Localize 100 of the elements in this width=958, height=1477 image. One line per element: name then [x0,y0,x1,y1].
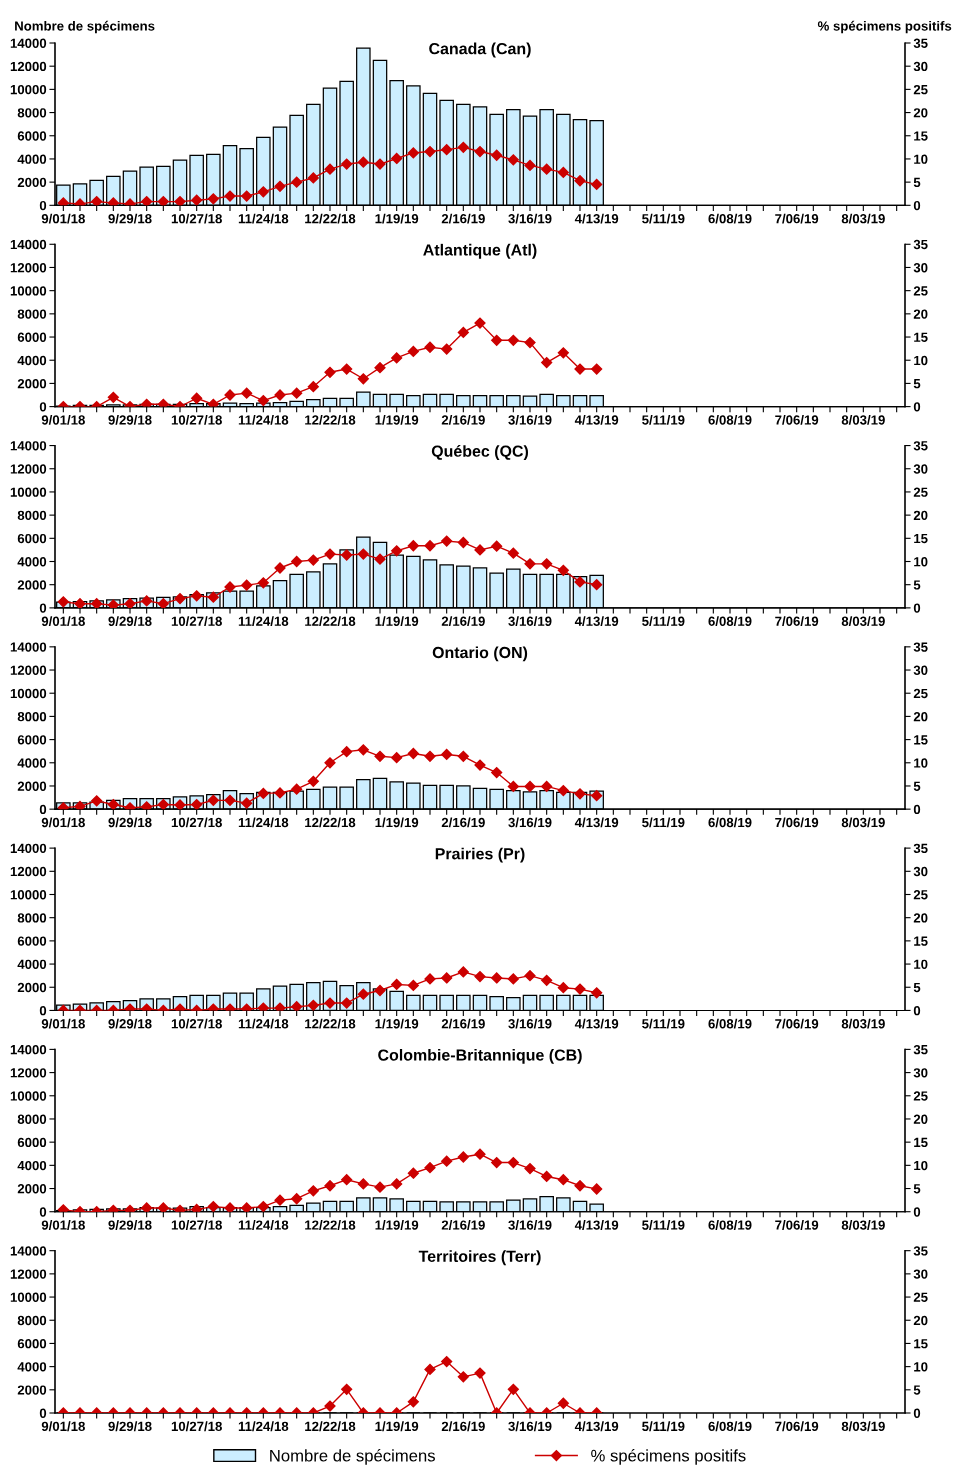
y2-tick-label: 35 [913,38,928,48]
x-tick-label: 9/29/18 [108,1220,152,1230]
legend-label: % spécimens positifs [591,1449,746,1465]
y-tick-label: 6000 [17,533,47,544]
y-tick-label: 14000 [10,642,47,652]
y2-tick-label: 0 [913,603,921,613]
x-tick-label: 11/24/18 [238,213,289,224]
y-tick-label: 4000 [17,355,47,366]
y-tick-label: 2000 [17,378,47,389]
x-tick-label: 11/24/18 [238,616,289,627]
x-tick-label: 11/24/18 [238,817,289,828]
x-tick-label: 12/22/18 [305,1018,356,1029]
y-tick-label: 0 [39,200,47,211]
x-tick-label: 1/19/19 [375,1220,419,1230]
chart-title: Colombie-Britannique (CB) [378,1048,582,1064]
y2-tick-label: 20 [913,913,928,923]
y-tick-label: 6000 [17,1137,47,1148]
y2-axis-title: % spécimens positifs [817,20,952,34]
x-tick-label: 7/06/19 [775,1018,819,1029]
x-tick-label: 9/29/18 [108,213,152,224]
x-tick-label: 9/01/18 [41,616,85,627]
y-tick-label: 10000 [10,84,47,95]
x-tick-label: 11/24/18 [238,1421,289,1432]
x-tick-label: 5/11/19 [642,817,685,828]
x-tick-label: 1/19/19 [375,213,419,224]
y2-tick-label: 20 [913,510,928,521]
y-tick-label: 12000 [10,665,47,675]
y2-tick-label: 30 [913,665,928,675]
y-tick-label: 12000 [10,464,47,474]
x-tick-label: 8/03/19 [841,213,885,224]
y2-tick-label: 5 [913,982,921,993]
y-tick-label: 10000 [10,286,47,296]
y2-tick-label: 0 [913,1408,921,1418]
x-tick-label: 2/16/19 [441,1018,485,1029]
x-tick-label: 9/01/18 [41,414,85,425]
y-tick-label: 12000 [10,866,47,877]
x-tick-label: 3/16/19 [508,1018,552,1029]
y2-tick-label: 10 [914,1362,928,1372]
y-tick-label: 12000 [10,1068,47,1078]
x-tick-label: 6/08/19 [708,1421,752,1432]
y2-tick-label: 10 [914,1160,928,1171]
y2-tick-label: 20 [913,1114,928,1124]
y2-tick-label: 20 [913,1315,928,1326]
y-tick-label: 12000 [10,1269,47,1279]
y-tick-label: 2000 [17,1184,47,1194]
x-tick-label: 9/29/18 [108,616,152,627]
y2-tick-label: 5 [913,1385,921,1395]
y2-tick-label: 15 [914,131,928,141]
x-tick-label: 7/06/19 [775,213,819,224]
x-tick-label: 3/16/19 [508,414,552,425]
x-tick-label: 4/13/19 [574,616,619,627]
y-tick-label: 10000 [10,1292,47,1302]
x-tick-label: 5/11/19 [642,1018,685,1029]
x-tick-label: 8/03/19 [841,1220,885,1230]
y2-tick-label: 10 [914,557,928,567]
x-tick-label: 4/13/19 [574,1018,619,1029]
x-tick-label: 12/22/18 [305,1220,356,1230]
y2-tick-label: 5 [913,177,921,188]
y2-tick-label: 35 [913,642,928,652]
chart-title: Atlantique (Atl) [423,243,537,259]
y-tick-label: 6000 [17,332,47,342]
y-tick-label: 4000 [17,959,47,969]
y-tick-label: 0 [39,1207,47,1217]
x-tick-label: 12/22/18 [305,817,356,828]
y-tick-label: 0 [39,804,47,815]
y2-tick-label: 5 [913,379,921,389]
x-tick-label: 7/06/19 [775,616,819,627]
x-tick-label: 12/22/18 [305,616,356,627]
x-tick-label: 10/27/18 [171,817,222,828]
y2-tick-label: 25 [913,890,928,900]
y-axis-title: Nombre de spécimens [15,20,155,34]
y2-tick-label: 5 [913,1184,921,1194]
x-tick-label: 12/22/18 [305,414,356,425]
y2-tick-label: 30 [913,464,928,474]
x-tick-label: 3/16/19 [508,817,552,828]
x-tick-label: 7/06/19 [775,817,819,828]
y2-tick-label: 20 [913,108,928,118]
y2-tick-label: 35 [913,1044,928,1055]
y2-tick-label: 15 [914,735,928,745]
y2-tick-label: 35 [913,843,928,854]
x-tick-label: 1/19/19 [375,1421,419,1432]
y2-tick-label: 25 [913,688,928,699]
x-tick-label: 9/29/18 [108,817,152,828]
y-tick-label: 10000 [10,1091,47,1101]
x-tick-label: 1/19/19 [375,1018,419,1029]
y2-tick-label: 20 [913,309,928,319]
y-tick-label: 14000 [10,239,47,250]
x-tick-label: 5/11/19 [642,414,685,425]
y2-tick-label: 25 [913,1292,928,1302]
x-tick-label: 1/19/19 [375,817,419,828]
x-tick-label: 6/08/19 [708,213,752,224]
y2-tick-label: 15 [914,332,928,342]
y2-tick-label: 30 [913,1068,928,1078]
x-tick-label: 3/16/19 [508,1421,552,1432]
y-tick-label: 0 [39,1408,47,1418]
x-tick-label: 7/06/19 [775,1421,819,1432]
y2-tick-label: 30 [913,61,928,72]
x-tick-label: 9/29/18 [108,1018,152,1029]
chart-title: Canada (Can) [429,42,531,58]
x-tick-label: 1/19/19 [375,616,419,627]
